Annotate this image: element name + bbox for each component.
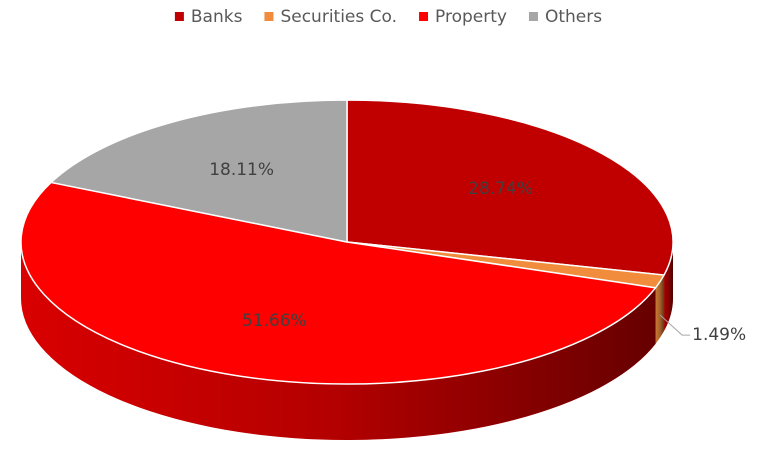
slice <box>20 181 657 385</box>
legend-item: Securities Co. <box>264 7 397 27</box>
legend-label: Banks <box>191 7 243 27</box>
data-label: 51.66% <box>242 311 307 331</box>
legend-label: Property <box>435 7 507 27</box>
slice <box>346 99 674 276</box>
legend-swatch <box>419 12 429 21</box>
legend-swatch <box>264 12 274 21</box>
slice-side-shade <box>20 242 656 441</box>
data-label: 18.11% <box>209 160 274 180</box>
legend-label: Securities Co. <box>280 7 397 27</box>
slice <box>50 99 348 243</box>
slice-side-shade <box>655 275 665 344</box>
legend-swatch <box>528 12 538 21</box>
data-label: 28.74% <box>468 179 533 199</box>
legend-label: Others <box>545 7 602 27</box>
leader-line <box>659 314 691 336</box>
slice-side-shade <box>664 242 673 332</box>
legend: Banks Securities Co. Property Others <box>174 7 602 27</box>
legend-item: Banks <box>174 7 243 27</box>
legend-item: Property <box>419 7 507 27</box>
legend-item: Others <box>528 7 602 27</box>
data-label: 1.49% <box>692 325 746 345</box>
pie-tops <box>20 99 674 385</box>
labels: 28.74% 1.49% 51.66% 18.11% <box>209 160 746 345</box>
legend-swatch <box>174 12 184 21</box>
pie-sides <box>20 242 673 441</box>
